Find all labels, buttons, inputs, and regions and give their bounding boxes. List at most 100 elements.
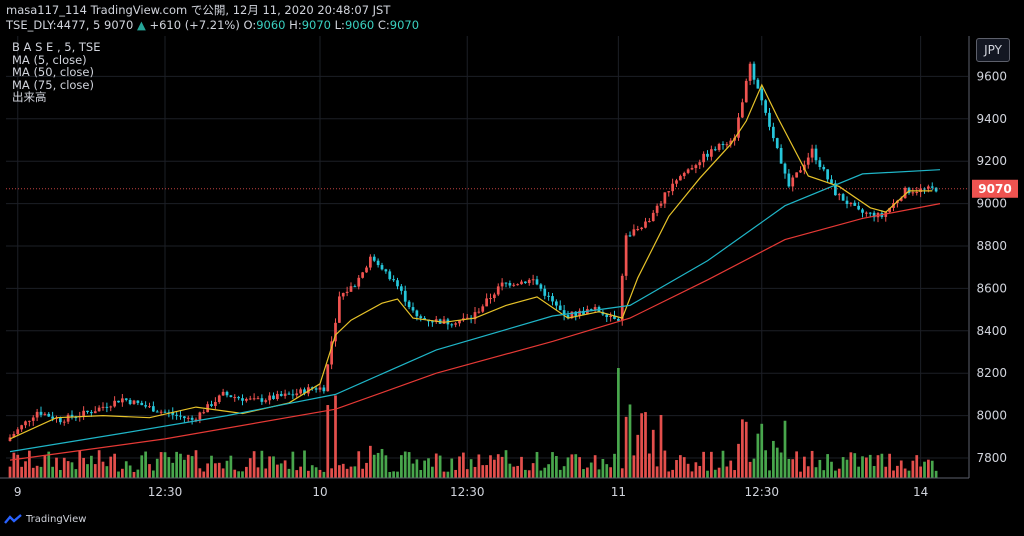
volume-bar	[760, 423, 764, 478]
legend-symbol[interactable]: B A S E , 5, TSE	[12, 40, 101, 54]
candle-body	[760, 88, 764, 101]
candle-body	[930, 186, 934, 188]
candle-body	[682, 172, 686, 177]
volume-bar	[512, 466, 516, 478]
volume-bar	[458, 456, 461, 478]
volume-bar	[899, 460, 903, 478]
candle-body	[148, 406, 151, 408]
volume-bar	[620, 468, 624, 478]
volume-bar	[659, 414, 663, 478]
volume-bar	[663, 450, 667, 478]
candle-body	[605, 314, 609, 317]
y-tick-label: 8000	[976, 409, 1007, 423]
volume-bar	[853, 453, 857, 478]
volume-bar	[535, 451, 539, 478]
volume-bar	[369, 445, 372, 478]
volume-bar	[930, 460, 934, 478]
volume-bar	[508, 463, 512, 478]
legend-ma50[interactable]: MA (50, close)	[12, 65, 94, 79]
volume-bar	[183, 459, 186, 478]
legend-ma5[interactable]: MA (5, close)	[12, 52, 87, 67]
candle-body	[318, 387, 322, 390]
volume-bar	[686, 463, 690, 478]
volume-bar	[861, 456, 864, 478]
volume-bar	[768, 470, 771, 478]
volume-bar	[810, 450, 814, 478]
volume-bar	[493, 459, 496, 478]
candle-body	[671, 183, 674, 192]
candle-body	[582, 310, 585, 315]
ohlc-line: TSE_DLY:4477, 5 9070 ▲ +610 (+7.21%) O:9…	[6, 18, 419, 32]
volume-bar	[934, 470, 938, 478]
volume-bar	[586, 467, 589, 478]
candle-body	[593, 307, 597, 310]
footer	[0, 508, 1024, 536]
candle-body	[334, 322, 337, 342]
volume-bar	[837, 468, 841, 478]
volume-bar	[225, 460, 229, 478]
candle-body	[8, 437, 12, 442]
volume-bar	[423, 460, 426, 478]
volume-bar	[345, 468, 349, 478]
candle-body	[388, 271, 392, 280]
volume-bar	[206, 463, 209, 478]
volume-bar	[679, 455, 682, 478]
currency-button[interactable]: JPY	[976, 38, 1010, 62]
candle-body	[183, 416, 186, 419]
volume-bar	[799, 471, 802, 478]
volume-bar	[481, 465, 485, 478]
candle-body	[121, 398, 124, 403]
volume-bar	[330, 468, 333, 478]
candle-body	[473, 312, 477, 320]
candle-body	[291, 394, 295, 396]
candle-body	[330, 341, 333, 365]
candle-body	[779, 148, 783, 164]
volume-bar	[911, 460, 915, 478]
candle-body	[547, 295, 550, 297]
volume-bar	[822, 470, 826, 478]
y-tick-label: 8800	[976, 239, 1007, 253]
candle-body	[283, 393, 287, 396]
volume-bar	[845, 459, 849, 478]
candle-body	[806, 157, 810, 165]
volume-bar	[888, 453, 891, 478]
volume-bar	[16, 454, 20, 478]
candle-body	[562, 310, 566, 316]
candle-body	[338, 296, 341, 323]
volume-bar	[896, 465, 899, 478]
volume-bar	[884, 466, 888, 478]
candle-body	[752, 63, 756, 80]
candle-body	[810, 148, 814, 158]
candle-body	[190, 417, 194, 420]
candle-body	[74, 417, 78, 419]
candle-body	[396, 280, 399, 287]
high-label: H:	[289, 18, 302, 32]
volume-bar	[39, 466, 43, 478]
volume-bar	[338, 465, 341, 478]
candle-body	[97, 407, 101, 412]
price-chart[interactable]: 7800 8000 8200 8400 8600 8800 9000 9200 9400 9600…	[0, 36, 1024, 508]
candle-body	[841, 194, 845, 201]
x-tick-label: 10	[312, 485, 327, 499]
volume-bar	[570, 454, 574, 478]
candle-body	[434, 319, 438, 322]
volume-bar	[415, 459, 419, 478]
y-tick-label: 9400	[976, 112, 1007, 126]
candle-body	[159, 411, 163, 413]
candle-body	[403, 290, 407, 302]
legend-volume[interactable]: 出来高	[12, 90, 47, 104]
candle-body	[322, 387, 326, 392]
candle-body	[233, 397, 237, 399]
candle-body	[372, 256, 376, 261]
candle-body	[679, 176, 682, 181]
legend-ma75[interactable]: MA (75, close)	[12, 77, 94, 92]
brand-logo[interactable]: TradingView	[4, 514, 86, 525]
candle-body	[834, 183, 837, 196]
candle-body	[287, 393, 291, 395]
volume-bar	[729, 460, 733, 478]
candle-body	[524, 281, 527, 284]
volume-bar	[241, 471, 244, 478]
volume-bar	[291, 451, 295, 478]
volume-bar	[276, 464, 279, 478]
y-tick-label: 7800	[976, 451, 1007, 465]
